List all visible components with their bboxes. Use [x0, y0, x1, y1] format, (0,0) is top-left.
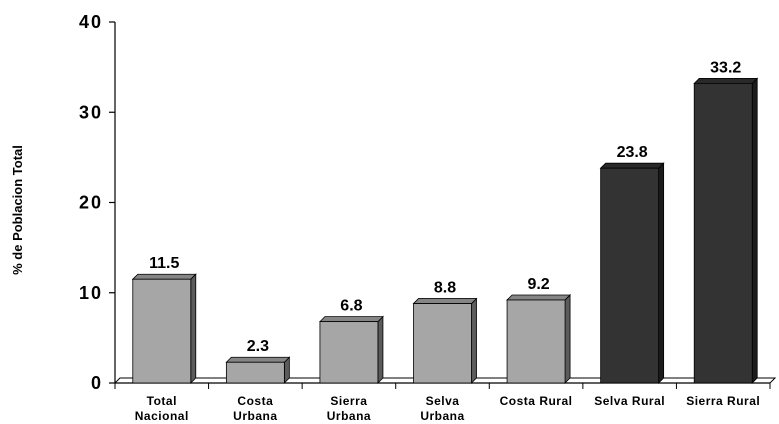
bar-side — [190, 273, 197, 384]
bar-side — [564, 294, 571, 384]
bar — [319, 321, 379, 384]
bar-value-label: 9.2 — [527, 276, 549, 293]
bar — [225, 361, 285, 384]
bar-top — [225, 356, 291, 363]
bar — [693, 82, 753, 384]
bar-top — [318, 316, 384, 323]
y-tick-label: 0 — [91, 373, 103, 393]
bar — [600, 167, 660, 384]
bar — [506, 299, 566, 384]
bar-value-label: 8.8 — [434, 280, 456, 297]
x-category-label: Costa — [237, 394, 273, 408]
y-axis-title: % de Poblacion Total — [10, 145, 25, 275]
bar-top — [412, 298, 478, 304]
x-category-label: Total — [147, 394, 177, 408]
bar-top — [599, 162, 665, 169]
bar-side — [658, 162, 665, 384]
x-category-label: Urbana — [233, 409, 277, 423]
x-category-label: Selva — [426, 394, 460, 408]
x-category-label: Costa Rural — [500, 394, 573, 408]
bar-side — [471, 297, 477, 384]
bar — [413, 303, 472, 384]
bar-side — [377, 315, 384, 384]
x-category-label: Selva Rural — [594, 394, 665, 408]
bar-top — [693, 77, 759, 84]
bar-top — [506, 294, 572, 301]
y-tick-label: 10 — [79, 283, 103, 303]
y-tick-label: 40 — [79, 12, 103, 32]
x-category-label: Nacional — [135, 409, 189, 423]
bar-side — [751, 77, 758, 384]
bar-value-label: 11.5 — [149, 255, 179, 272]
x-category-label: Urbana — [327, 409, 371, 423]
x-category-label: Sierra Rural — [686, 394, 760, 408]
bar — [132, 278, 192, 384]
bar-value-label: 2.3 — [247, 338, 269, 355]
y-tick-label: 30 — [79, 102, 103, 122]
bar-top — [131, 273, 197, 280]
bar-value-label: 33.2 — [710, 59, 741, 76]
bar-value-label: 23.8 — [617, 144, 648, 161]
bar-value-label: 6.8 — [340, 298, 362, 315]
x-category-label: Urbana — [420, 409, 464, 423]
x-category-label: Sierra — [330, 394, 367, 408]
y-tick-label: 20 — [79, 193, 103, 213]
